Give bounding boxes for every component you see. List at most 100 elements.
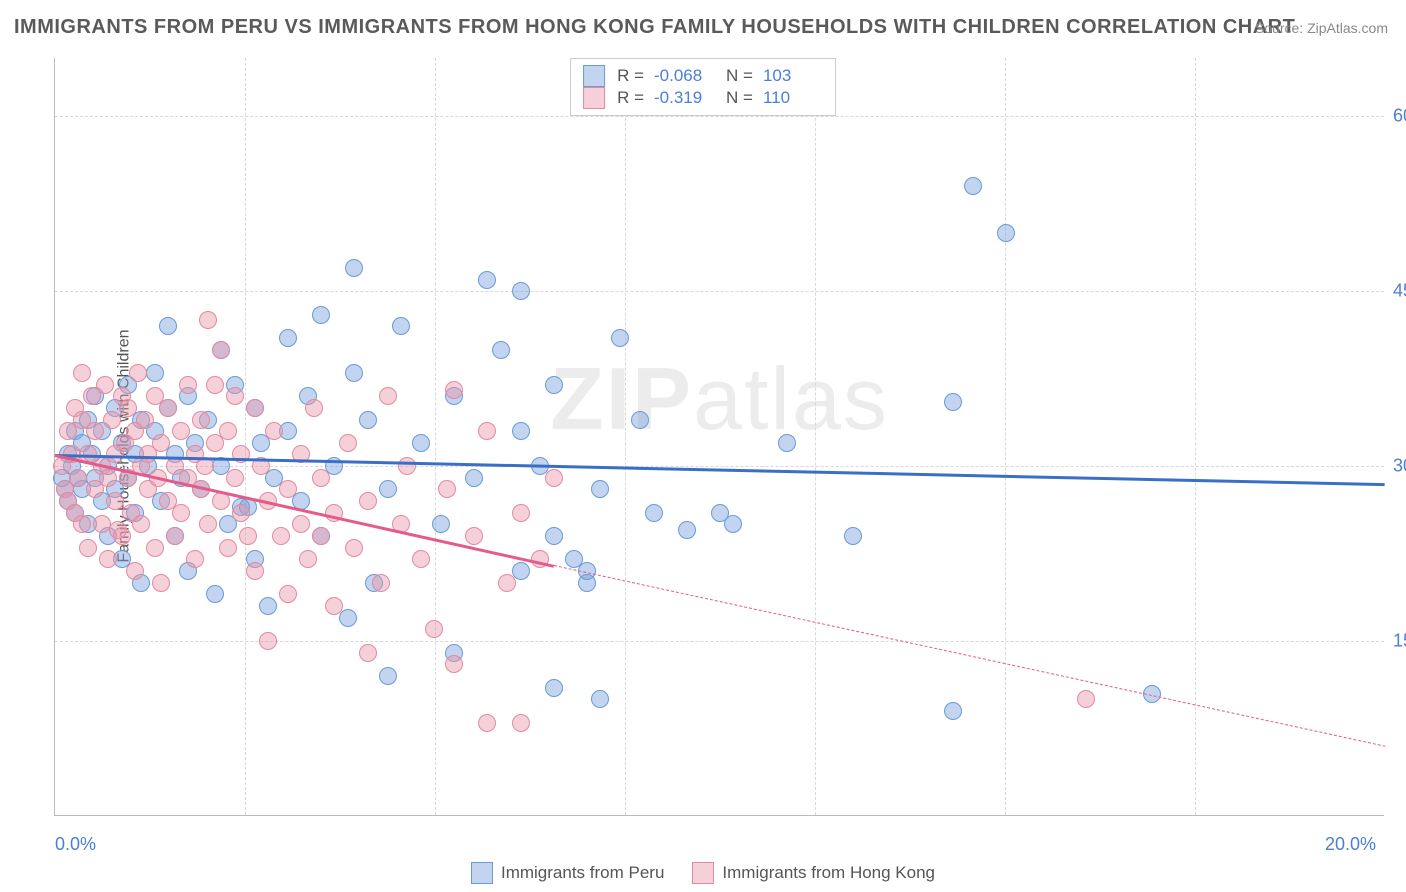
scatter-point bbox=[645, 504, 663, 522]
scatter-point bbox=[478, 422, 496, 440]
legend-item: Immigrants from Hong Kong bbox=[692, 862, 935, 884]
scatter-point bbox=[99, 550, 117, 568]
scatter-point bbox=[279, 585, 297, 603]
scatter-point bbox=[226, 469, 244, 487]
scatter-point bbox=[545, 376, 563, 394]
scatter-point bbox=[219, 539, 237, 557]
scatter-point bbox=[312, 469, 330, 487]
stats-row: R =-0.319N =110 bbox=[583, 87, 823, 109]
bottom-legend: Immigrants from Peru Immigrants from Hong… bbox=[471, 862, 935, 884]
scatter-point bbox=[591, 690, 609, 708]
stats-legend-box: R =-0.068N =103R =-0.319N =110 bbox=[570, 58, 836, 116]
scatter-point bbox=[99, 469, 117, 487]
scatter-point bbox=[545, 679, 563, 697]
scatter-point bbox=[631, 411, 649, 429]
scatter-point bbox=[305, 399, 323, 417]
scatter-point bbox=[312, 306, 330, 324]
gridline-vertical bbox=[625, 58, 626, 815]
scatter-point bbox=[1077, 690, 1095, 708]
scatter-point bbox=[206, 376, 224, 394]
scatter-point bbox=[345, 259, 363, 277]
scatter-point bbox=[146, 364, 164, 382]
scatter-point bbox=[512, 422, 530, 440]
scatter-point bbox=[129, 364, 147, 382]
scatter-point bbox=[232, 445, 250, 463]
scatter-point bbox=[226, 387, 244, 405]
n-label: N = bbox=[726, 66, 753, 86]
scatter-point bbox=[412, 550, 430, 568]
scatter-point bbox=[265, 422, 283, 440]
r-value: -0.319 bbox=[654, 88, 714, 108]
scatter-point bbox=[73, 364, 91, 382]
legend-label: Immigrants from Hong Kong bbox=[722, 863, 935, 883]
scatter-point bbox=[159, 317, 177, 335]
scatter-point bbox=[79, 539, 97, 557]
scatter-point bbox=[438, 480, 456, 498]
scatter-point bbox=[259, 597, 277, 615]
scatter-point bbox=[219, 422, 237, 440]
scatter-point bbox=[166, 527, 184, 545]
legend-swatch bbox=[692, 862, 714, 884]
r-label: R = bbox=[617, 66, 644, 86]
scatter-point bbox=[545, 469, 563, 487]
scatter-point bbox=[272, 527, 290, 545]
n-label: N = bbox=[726, 88, 753, 108]
gridline-vertical bbox=[1195, 58, 1196, 815]
legend-swatch bbox=[583, 65, 605, 87]
scatter-point bbox=[512, 282, 530, 300]
watermark: ZIPatlas bbox=[550, 348, 889, 450]
scatter-point bbox=[591, 480, 609, 498]
scatter-point bbox=[179, 376, 197, 394]
legend-label: Immigrants from Peru bbox=[501, 863, 664, 883]
scatter-point bbox=[299, 550, 317, 568]
scatter-point bbox=[159, 399, 177, 417]
scatter-point bbox=[186, 550, 204, 568]
scatter-point bbox=[678, 521, 696, 539]
scatter-point bbox=[512, 504, 530, 522]
scatter-point bbox=[259, 632, 277, 650]
scatter-point bbox=[345, 364, 363, 382]
scatter-point bbox=[93, 515, 111, 533]
gridline-vertical bbox=[245, 58, 246, 815]
scatter-point bbox=[69, 469, 87, 487]
scatter-point bbox=[964, 177, 982, 195]
scatter-point bbox=[498, 574, 516, 592]
x-tick-label: 20.0% bbox=[1325, 834, 1376, 855]
scatter-point bbox=[239, 527, 257, 545]
y-tick-label: 45.0% bbox=[1393, 281, 1406, 302]
scatter-point bbox=[279, 329, 297, 347]
y-tick-label: 15.0% bbox=[1393, 631, 1406, 652]
n-value: 110 bbox=[763, 88, 823, 108]
x-tick-label: 0.0% bbox=[55, 834, 96, 855]
gridline-vertical bbox=[435, 58, 436, 815]
scatter-point bbox=[379, 480, 397, 498]
chart-title: IMMIGRANTS FROM PERU VS IMMIGRANTS FROM … bbox=[14, 16, 1295, 39]
source-attribution: Source: ZipAtlas.com bbox=[1255, 20, 1388, 36]
scatter-point bbox=[312, 527, 330, 545]
scatter-point bbox=[106, 492, 124, 510]
scatter-point bbox=[206, 585, 224, 603]
legend-swatch bbox=[583, 87, 605, 109]
scatter-point bbox=[545, 527, 563, 545]
scatter-point bbox=[379, 387, 397, 405]
scatter-point bbox=[325, 597, 343, 615]
scatter-point bbox=[172, 422, 190, 440]
n-value: 103 bbox=[763, 66, 823, 86]
scatter-point bbox=[96, 376, 114, 394]
scatter-point bbox=[339, 434, 357, 452]
scatter-point bbox=[279, 480, 297, 498]
scatter-point bbox=[136, 411, 154, 429]
y-tick-label: 60.0% bbox=[1393, 106, 1406, 127]
scatter-point bbox=[152, 434, 170, 452]
gridline-horizontal bbox=[55, 116, 1384, 117]
gridline-vertical bbox=[1005, 58, 1006, 815]
scatter-point bbox=[199, 515, 217, 533]
scatter-point bbox=[246, 399, 264, 417]
scatter-point bbox=[73, 515, 91, 533]
scatter-point bbox=[132, 515, 150, 533]
scatter-point bbox=[997, 224, 1015, 242]
scatter-point bbox=[359, 644, 377, 662]
scatter-point bbox=[844, 527, 862, 545]
scatter-point bbox=[724, 515, 742, 533]
trend-line-extrapolated bbox=[554, 565, 1385, 747]
